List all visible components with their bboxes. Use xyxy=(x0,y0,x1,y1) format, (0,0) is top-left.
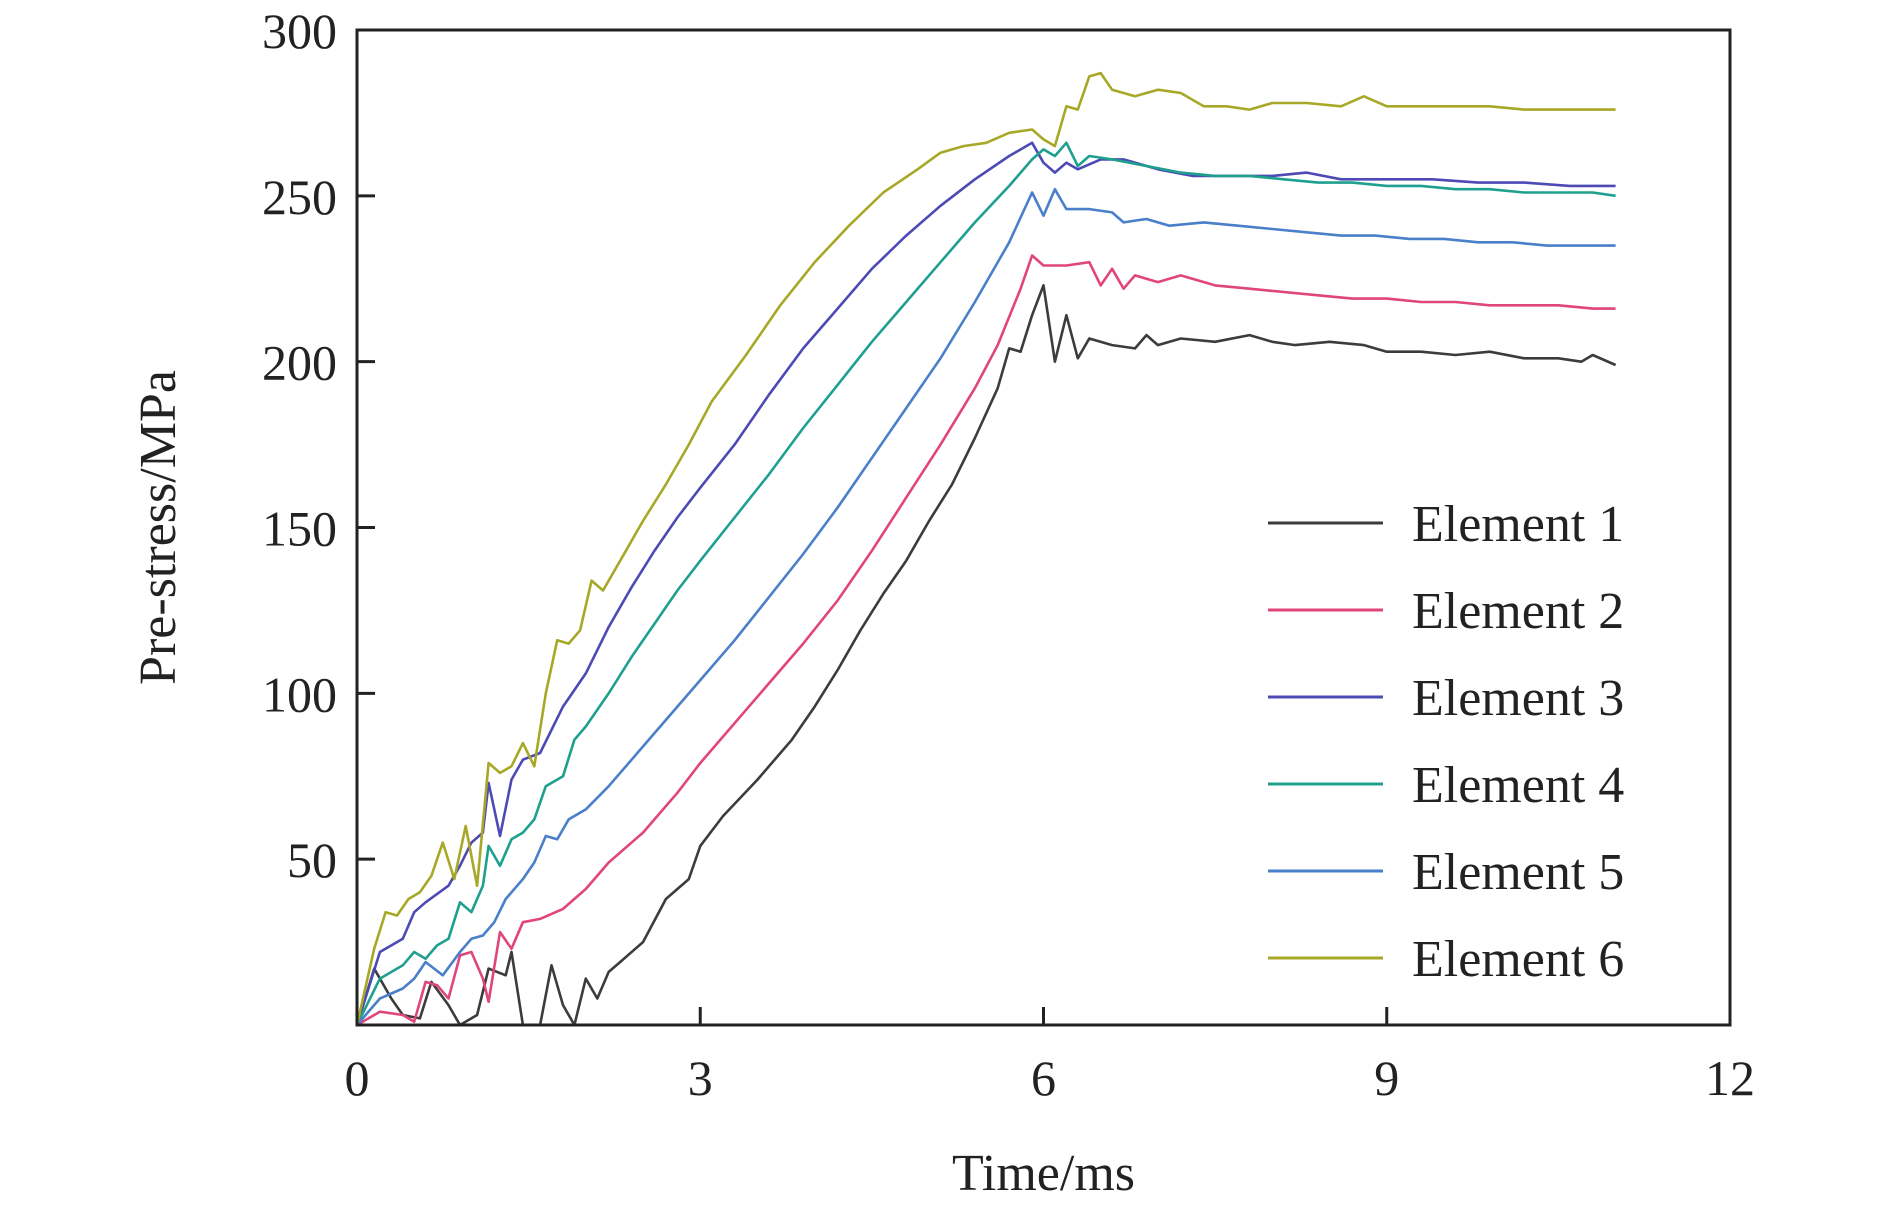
y-tick-label: 250 xyxy=(262,169,337,225)
legend-label-5: Element 5 xyxy=(1412,844,1624,901)
x-tick-label: 6 xyxy=(1031,1050,1056,1106)
legend: Element 1 Element 2 Element 3 Element 4 Elem… xyxy=(1268,496,1624,988)
axis-ticks: 0 3 6 9 12 50 100 150 200 250 300 xyxy=(262,3,1755,1106)
series-line-5 xyxy=(357,187,1616,1025)
series-line-1 xyxy=(357,284,1617,1025)
y-axis-label: Pre-stress/MPa xyxy=(130,370,187,685)
legend-label-2: Element 2 xyxy=(1412,583,1624,640)
y-tick-label: 100 xyxy=(262,666,337,722)
y-tick-label: 200 xyxy=(262,335,337,391)
series-line-2 xyxy=(357,254,1616,1025)
x-tick-label: 0 xyxy=(345,1050,370,1106)
x-tick-label: 12 xyxy=(1705,1050,1755,1106)
series-line-4 xyxy=(357,141,1616,1025)
series-layer xyxy=(357,71,1617,1025)
series-line-6 xyxy=(357,71,1616,1025)
x-tick-label: 9 xyxy=(1374,1050,1399,1106)
y-tick-label: 50 xyxy=(287,832,337,888)
legend-label-3: Element 3 xyxy=(1412,670,1624,727)
legend-label-1: Element 1 xyxy=(1412,496,1624,553)
y-tick-label: 300 xyxy=(262,3,337,59)
legend-label-6: Element 6 xyxy=(1412,931,1624,988)
legend-label-4: Element 4 xyxy=(1412,757,1624,814)
x-tick-label: 3 xyxy=(688,1050,713,1106)
y-tick-label: 150 xyxy=(262,501,337,557)
x-axis-label: Time/ms xyxy=(952,1145,1135,1202)
